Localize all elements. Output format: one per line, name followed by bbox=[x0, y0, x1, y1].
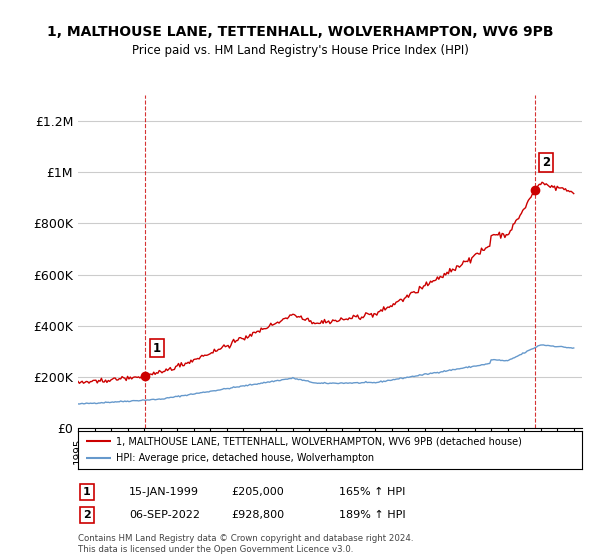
Text: Contains HM Land Registry data © Crown copyright and database right 2024.
This d: Contains HM Land Registry data © Crown c… bbox=[78, 534, 413, 554]
Text: 2: 2 bbox=[83, 510, 91, 520]
Text: 06-SEP-2022: 06-SEP-2022 bbox=[129, 510, 200, 520]
Text: 15-JAN-1999: 15-JAN-1999 bbox=[129, 487, 199, 497]
Text: 2: 2 bbox=[542, 156, 550, 169]
Text: 189% ↑ HPI: 189% ↑ HPI bbox=[339, 510, 406, 520]
Text: £205,000: £205,000 bbox=[231, 487, 284, 497]
Text: 1, MALTHOUSE LANE, TETTENHALL, WOLVERHAMPTON, WV6 9PB (detached house): 1, MALTHOUSE LANE, TETTENHALL, WOLVERHAM… bbox=[116, 436, 521, 446]
Text: 1, MALTHOUSE LANE, TETTENHALL, WOLVERHAMPTON, WV6 9PB: 1, MALTHOUSE LANE, TETTENHALL, WOLVERHAM… bbox=[47, 25, 553, 39]
Text: 165% ↑ HPI: 165% ↑ HPI bbox=[339, 487, 406, 497]
Text: 1: 1 bbox=[153, 342, 161, 354]
Text: Price paid vs. HM Land Registry's House Price Index (HPI): Price paid vs. HM Land Registry's House … bbox=[131, 44, 469, 57]
Text: HPI: Average price, detached house, Wolverhampton: HPI: Average price, detached house, Wolv… bbox=[116, 453, 374, 463]
Text: 1: 1 bbox=[83, 487, 91, 497]
Text: £928,800: £928,800 bbox=[231, 510, 284, 520]
